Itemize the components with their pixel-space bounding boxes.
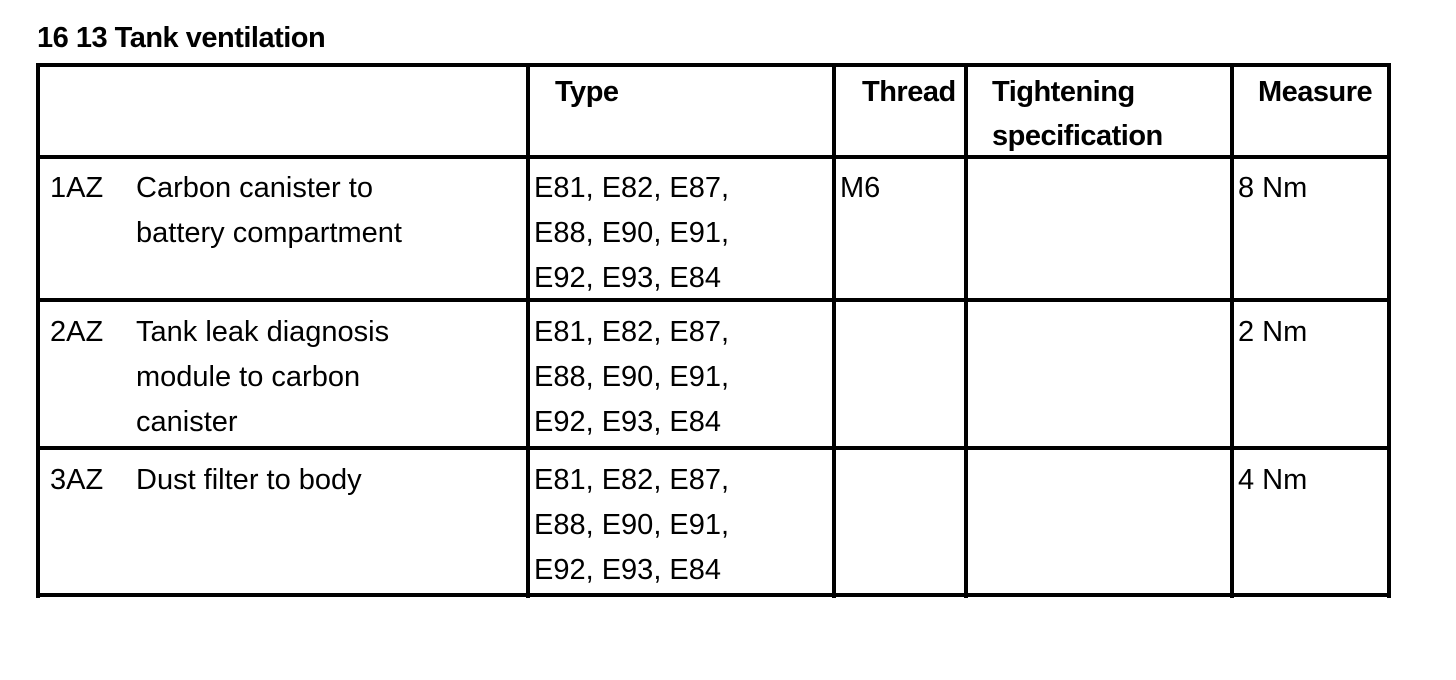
row-divider <box>36 155 1391 159</box>
column-divider <box>832 63 836 598</box>
table-border-bottom <box>36 593 1391 597</box>
row-divider <box>36 446 1391 450</box>
column-divider <box>526 63 530 598</box>
row-measure: 2 Nm <box>1238 316 1308 348</box>
column-divider <box>1387 63 1391 598</box>
header-thread: Thread <box>862 76 956 108</box>
header-measure: Measure <box>1258 76 1373 108</box>
column-divider <box>1230 63 1234 598</box>
header-type: Type <box>555 76 619 108</box>
header-tightening: Tightening specification <box>992 76 1163 152</box>
row-description: Carbon canister to battery compartment <box>136 172 402 249</box>
table-border-top <box>36 63 1391 67</box>
row-type: E81, E82, E87, E88, E90, E91, E92, E93, E8… <box>534 464 730 586</box>
row-type: E81, E82, E87, E88, E90, E91, E92, E93, E8… <box>534 172 730 294</box>
page-title: 16 13 Tank ventilation <box>37 22 326 54</box>
row-description: Tank leak diagnosis module to carbon canis… <box>136 316 390 438</box>
row-id: 1AZ <box>50 172 104 204</box>
column-divider <box>964 63 968 598</box>
row-measure: 8 Nm <box>1238 172 1308 204</box>
row-divider <box>36 298 1391 302</box>
row-thread: M6 <box>840 172 881 204</box>
row-type: E81, E82, E87, E88, E90, E91, E92, E93, E8… <box>534 316 730 438</box>
row-id: 2AZ <box>50 316 104 348</box>
column-divider <box>36 63 40 598</box>
row-description: Dust filter to body <box>136 464 362 496</box>
row-measure: 4 Nm <box>1238 464 1308 496</box>
row-id: 3AZ <box>50 464 104 496</box>
